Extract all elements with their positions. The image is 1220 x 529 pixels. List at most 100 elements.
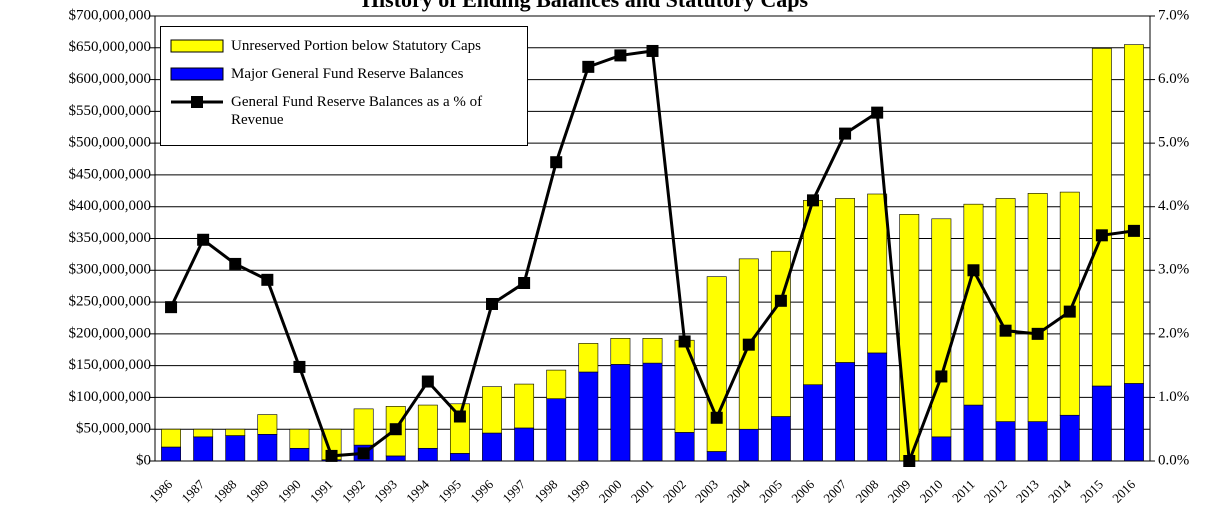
x-tick-label: 2006 <box>788 476 817 505</box>
bar-segment <box>674 432 695 462</box>
legend-marker <box>191 96 203 108</box>
line-marker <box>614 49 627 62</box>
line-marker <box>389 423 402 436</box>
line-marker <box>550 156 563 169</box>
line-marker <box>486 297 499 310</box>
x-tick-label: 2001 <box>628 477 657 506</box>
legend-swatch <box>171 96 223 108</box>
bar-segment <box>546 369 567 400</box>
bar-segment <box>353 408 374 446</box>
y-tick-label: $50,000,000 <box>76 421 151 437</box>
x-tick-label: 1999 <box>564 477 593 506</box>
bar-segment <box>867 352 888 462</box>
bar-segment <box>1124 44 1144 384</box>
x-tick-label: 2010 <box>917 477 946 506</box>
x-tick-label: 1986 <box>146 476 175 505</box>
bar-segment <box>835 362 856 462</box>
y2-tick-label: 2.0% <box>1158 325 1189 341</box>
line-marker <box>967 264 980 277</box>
y2-tick-label: 1.0% <box>1158 389 1189 405</box>
line-marker <box>357 447 370 460</box>
legend: Unreserved Portion below Statutory Caps M… <box>160 26 528 146</box>
bar-segment <box>257 414 278 435</box>
bar-segment <box>193 428 214 438</box>
line-marker <box>935 370 948 383</box>
x-tick-label: 2011 <box>949 477 978 506</box>
y2-tick-label: 7.0% <box>1158 7 1189 23</box>
line-marker <box>1063 305 1076 318</box>
bar-segment <box>610 364 631 462</box>
bar-segment <box>610 338 631 365</box>
bar-segment <box>1027 421 1048 462</box>
line-marker <box>229 257 242 270</box>
x-tick-label: 1993 <box>371 477 400 506</box>
bar-segment <box>385 455 406 462</box>
x-tick-label: 2015 <box>1077 477 1106 506</box>
bar-segment <box>1091 385 1112 462</box>
y-tick-label: $150,000,000 <box>69 357 152 373</box>
y2-tick-label: 6.0% <box>1158 71 1189 87</box>
legend-item: General Fund Reserve Balances as a % of … <box>169 93 519 129</box>
bar-segment <box>899 214 920 462</box>
x-tick-label: 1997 <box>499 476 528 505</box>
bar-segment <box>963 203 984 406</box>
bar-segment <box>417 447 438 462</box>
x-tick-label: 1995 <box>435 477 464 506</box>
x-tick-label: 2007 <box>820 476 849 505</box>
bar-segment <box>289 428 310 449</box>
bar-segment <box>225 435 246 462</box>
bar-segment <box>642 362 663 462</box>
x-tick-label: 2013 <box>1013 477 1042 506</box>
x-tick-label: 1998 <box>531 477 560 506</box>
legend-box <box>170 39 224 53</box>
legend-swatch <box>170 39 224 53</box>
legend-label: General Fund Reserve Balances as a % of … <box>231 94 483 128</box>
x-tick-label: 1989 <box>243 477 272 506</box>
bar-segment <box>257 433 278 462</box>
line-marker <box>421 375 434 388</box>
x-tick-label: 1992 <box>339 477 368 506</box>
y-tick-label: $600,000,000 <box>69 71 152 87</box>
y-tick-label: $550,000,000 <box>69 103 152 119</box>
line-marker <box>710 411 723 424</box>
legend-item: Major General Fund Reserve Balances <box>169 65 519 83</box>
y-tick-label: $200,000,000 <box>69 325 152 341</box>
line-marker <box>325 449 338 462</box>
bar-segment <box>289 447 310 462</box>
line-marker <box>999 324 1012 337</box>
legend-box <box>170 67 224 81</box>
x-tick-label: 1988 <box>210 477 239 506</box>
line-marker <box>806 194 819 207</box>
line-marker <box>1095 229 1108 242</box>
y2-tick-label: 3.0% <box>1158 262 1189 278</box>
y-tick-label: $350,000,000 <box>69 230 152 246</box>
bar-segment <box>931 436 952 462</box>
y-tick-label: $500,000,000 <box>69 135 152 151</box>
line-marker <box>678 335 691 348</box>
y-tick-label: $300,000,000 <box>69 262 152 278</box>
bar-segment <box>642 338 663 364</box>
x-tick-label: 2008 <box>852 477 881 506</box>
bar-segment <box>738 428 759 462</box>
bar-segment <box>193 436 214 462</box>
x-tick-label: 1991 <box>307 477 336 506</box>
x-tick-label: 2014 <box>1045 476 1074 505</box>
x-tick-label: 2002 <box>660 477 689 506</box>
bar-segment <box>578 371 599 462</box>
y-tick-label: $0 <box>136 452 151 468</box>
x-tick-label: 2009 <box>885 477 914 506</box>
bar-segment <box>161 446 181 462</box>
y-tick-label: $250,000,000 <box>69 294 152 310</box>
bar-segment <box>161 428 181 448</box>
x-tick-label: 2004 <box>724 476 753 505</box>
legend-item: Unreserved Portion below Statutory Caps <box>169 37 519 55</box>
bar-segment <box>931 218 952 438</box>
bar-segment <box>578 343 599 373</box>
legend-swatch <box>170 67 224 81</box>
bar-segment <box>449 453 470 462</box>
bar-segment <box>514 383 535 429</box>
line-marker <box>197 233 210 246</box>
legend-label: Major General Fund Reserve Balances <box>231 66 464 82</box>
bar-segment <box>835 198 856 363</box>
